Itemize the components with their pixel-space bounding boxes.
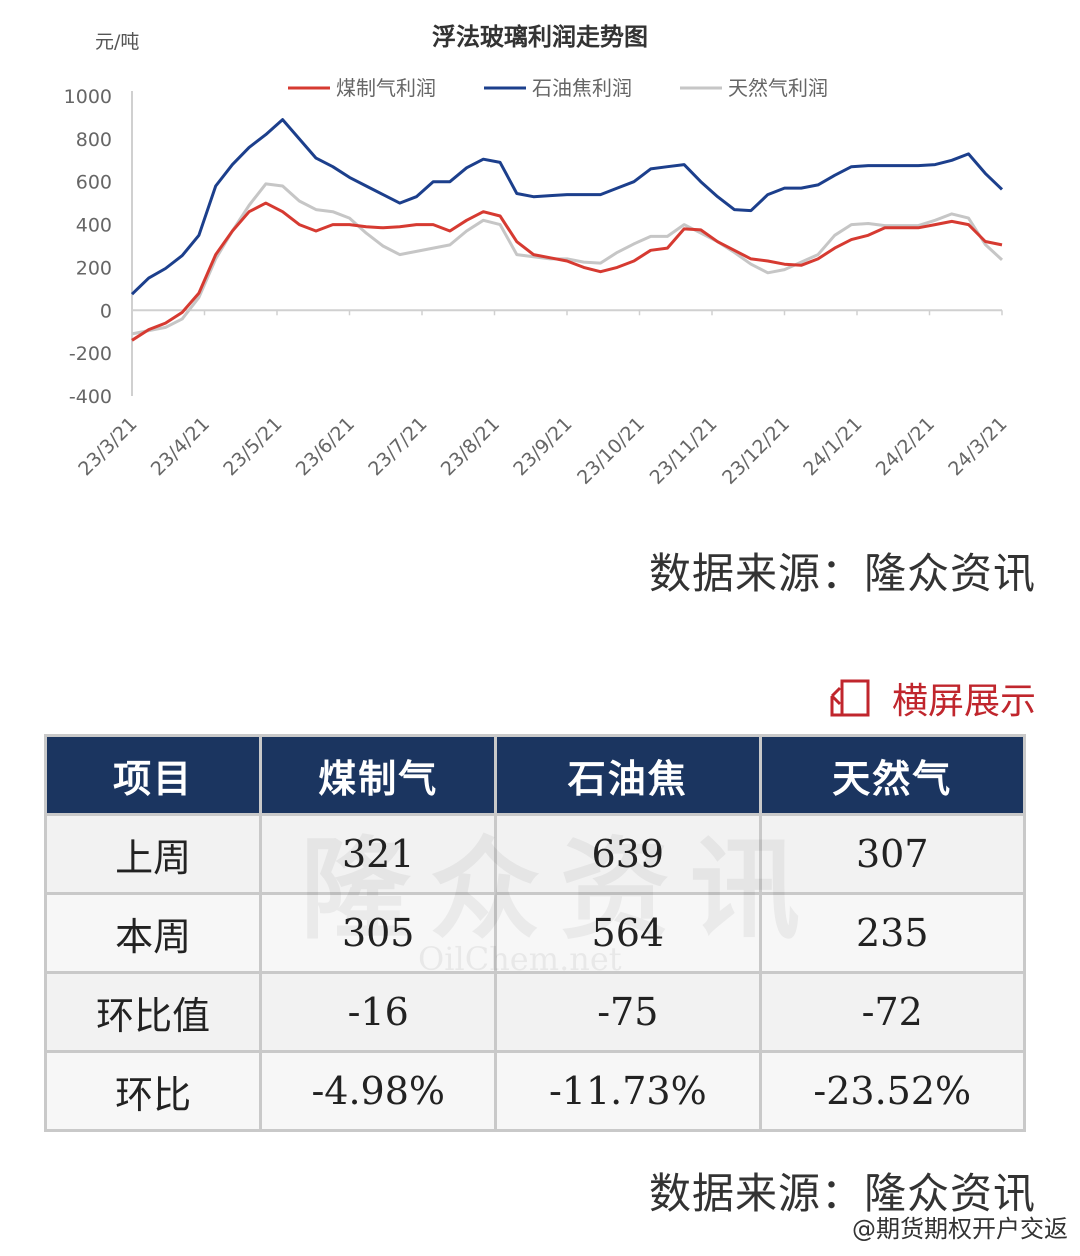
table-cell: 321 <box>259 813 498 895</box>
table-cell: 305 <box>259 892 498 974</box>
x-tick-label: 23/11/21 <box>646 413 722 489</box>
header-item: 项目 <box>43 734 263 816</box>
y-tick-label: 200 <box>76 257 112 279</box>
y-axis: 1000 800 600 400 200 0 -200 -400 <box>64 86 112 408</box>
table-cell: -72 <box>758 971 1027 1053</box>
table-cell: -4.98% <box>259 1050 498 1132</box>
x-tick-label: 23/5/21 <box>219 413 286 480</box>
chart-legend: 煤制气利润 石油焦利润 天然气利润 <box>288 76 828 100</box>
landscape-view-label: 横屏展示 <box>891 681 1036 722</box>
table-row: 本周 305 564 235 <box>43 892 1027 974</box>
y-tick-label: 0 <box>100 300 112 322</box>
x-tick-label: 23/3/21 <box>74 413 141 480</box>
legend-label: 天然气利润 <box>728 76 828 100</box>
row-label: 环比 <box>43 1050 263 1132</box>
series-line-1 <box>130 118 1004 296</box>
y-tick-label: 1000 <box>64 86 112 108</box>
legend-label: 煤制气利润 <box>336 76 436 100</box>
credit-text: @期货期权开户交返 <box>852 1215 1068 1243</box>
table-row: 上周 321 639 307 <box>43 813 1027 895</box>
table-row: 环比 -4.98% -11.73% -23.52% <box>43 1050 1027 1132</box>
y-tick-label: 400 <box>76 215 112 237</box>
header-coal-gas: 煤制气 <box>259 734 498 816</box>
landscape-icon <box>830 679 870 717</box>
table-header-row: 项目 煤制气 石油焦 天然气 <box>43 734 1027 816</box>
table-cell: -75 <box>494 971 762 1053</box>
x-tick-label: 24/1/21 <box>799 413 866 480</box>
data-source-label: 数据来源：隆众资讯 <box>648 549 1036 598</box>
x-tick-label: 23/12/21 <box>718 413 794 489</box>
x-tick-label: 23/10/21 <box>573 413 649 489</box>
series-line-0 <box>131 201 1003 342</box>
y-tick-label: 800 <box>76 129 112 151</box>
profit-trend-chart: 浮法玻璃利润走势图 元/吨 煤制气利润 石油焦利润 天然气利润 1000 800 600… <box>64 23 1012 489</box>
y-axis-unit: 元/吨 <box>95 31 139 53</box>
y-tick-label: 600 <box>76 172 112 194</box>
x-tick-label: 23/9/21 <box>509 413 576 480</box>
table-cell: 235 <box>758 892 1027 974</box>
x-tick-label: 24/3/21 <box>944 413 1011 480</box>
x-tick-label: 24/2/21 <box>872 413 939 480</box>
table-cell: 639 <box>494 813 762 895</box>
table-cell: -11.73% <box>494 1050 762 1132</box>
x-axis: 23/3/21 23/4/21 23/5/21 23/6/21 23/7/21 23/8/… <box>74 310 1012 489</box>
profit-table: 项目 煤制气 石油焦 天然气 上周 321 639 307 本周 305 564… <box>43 734 1027 1132</box>
credit: @期货期权开户交返 <box>852 1209 1068 1244</box>
table-cell: 307 <box>758 813 1027 895</box>
x-tick-label: 23/7/21 <box>364 413 431 480</box>
row-label: 本周 <box>43 892 263 974</box>
header-petcoke: 石油焦 <box>494 734 762 816</box>
landscape-view-button[interactable]: 横屏展示 <box>828 672 1036 724</box>
y-tick-label: -400 <box>69 386 112 408</box>
row-label: 上周 <box>43 813 263 895</box>
y-tick-label: -200 <box>69 343 112 365</box>
chart-title: 浮法玻璃利润走势图 <box>432 23 648 51</box>
series-line-2 <box>131 182 1004 336</box>
x-tick-label: 23/4/21 <box>147 413 214 480</box>
x-tick-label: 23/6/21 <box>292 413 359 480</box>
legend-label: 石油焦利润 <box>532 76 632 100</box>
table-cell: -16 <box>259 971 498 1053</box>
header-natural-gas: 天然气 <box>758 734 1027 816</box>
series-lines <box>130 118 1004 342</box>
row-label: 环比值 <box>43 971 263 1053</box>
table-row: 环比值 -16 -75 -72 <box>43 971 1027 1053</box>
data-source-label-2: 数据来源：隆众资讯 <box>648 1169 1036 1218</box>
table-cell: -23.52% <box>758 1050 1027 1132</box>
table-cell: 564 <box>494 892 762 974</box>
x-tick-label: 23/8/21 <box>437 413 504 480</box>
